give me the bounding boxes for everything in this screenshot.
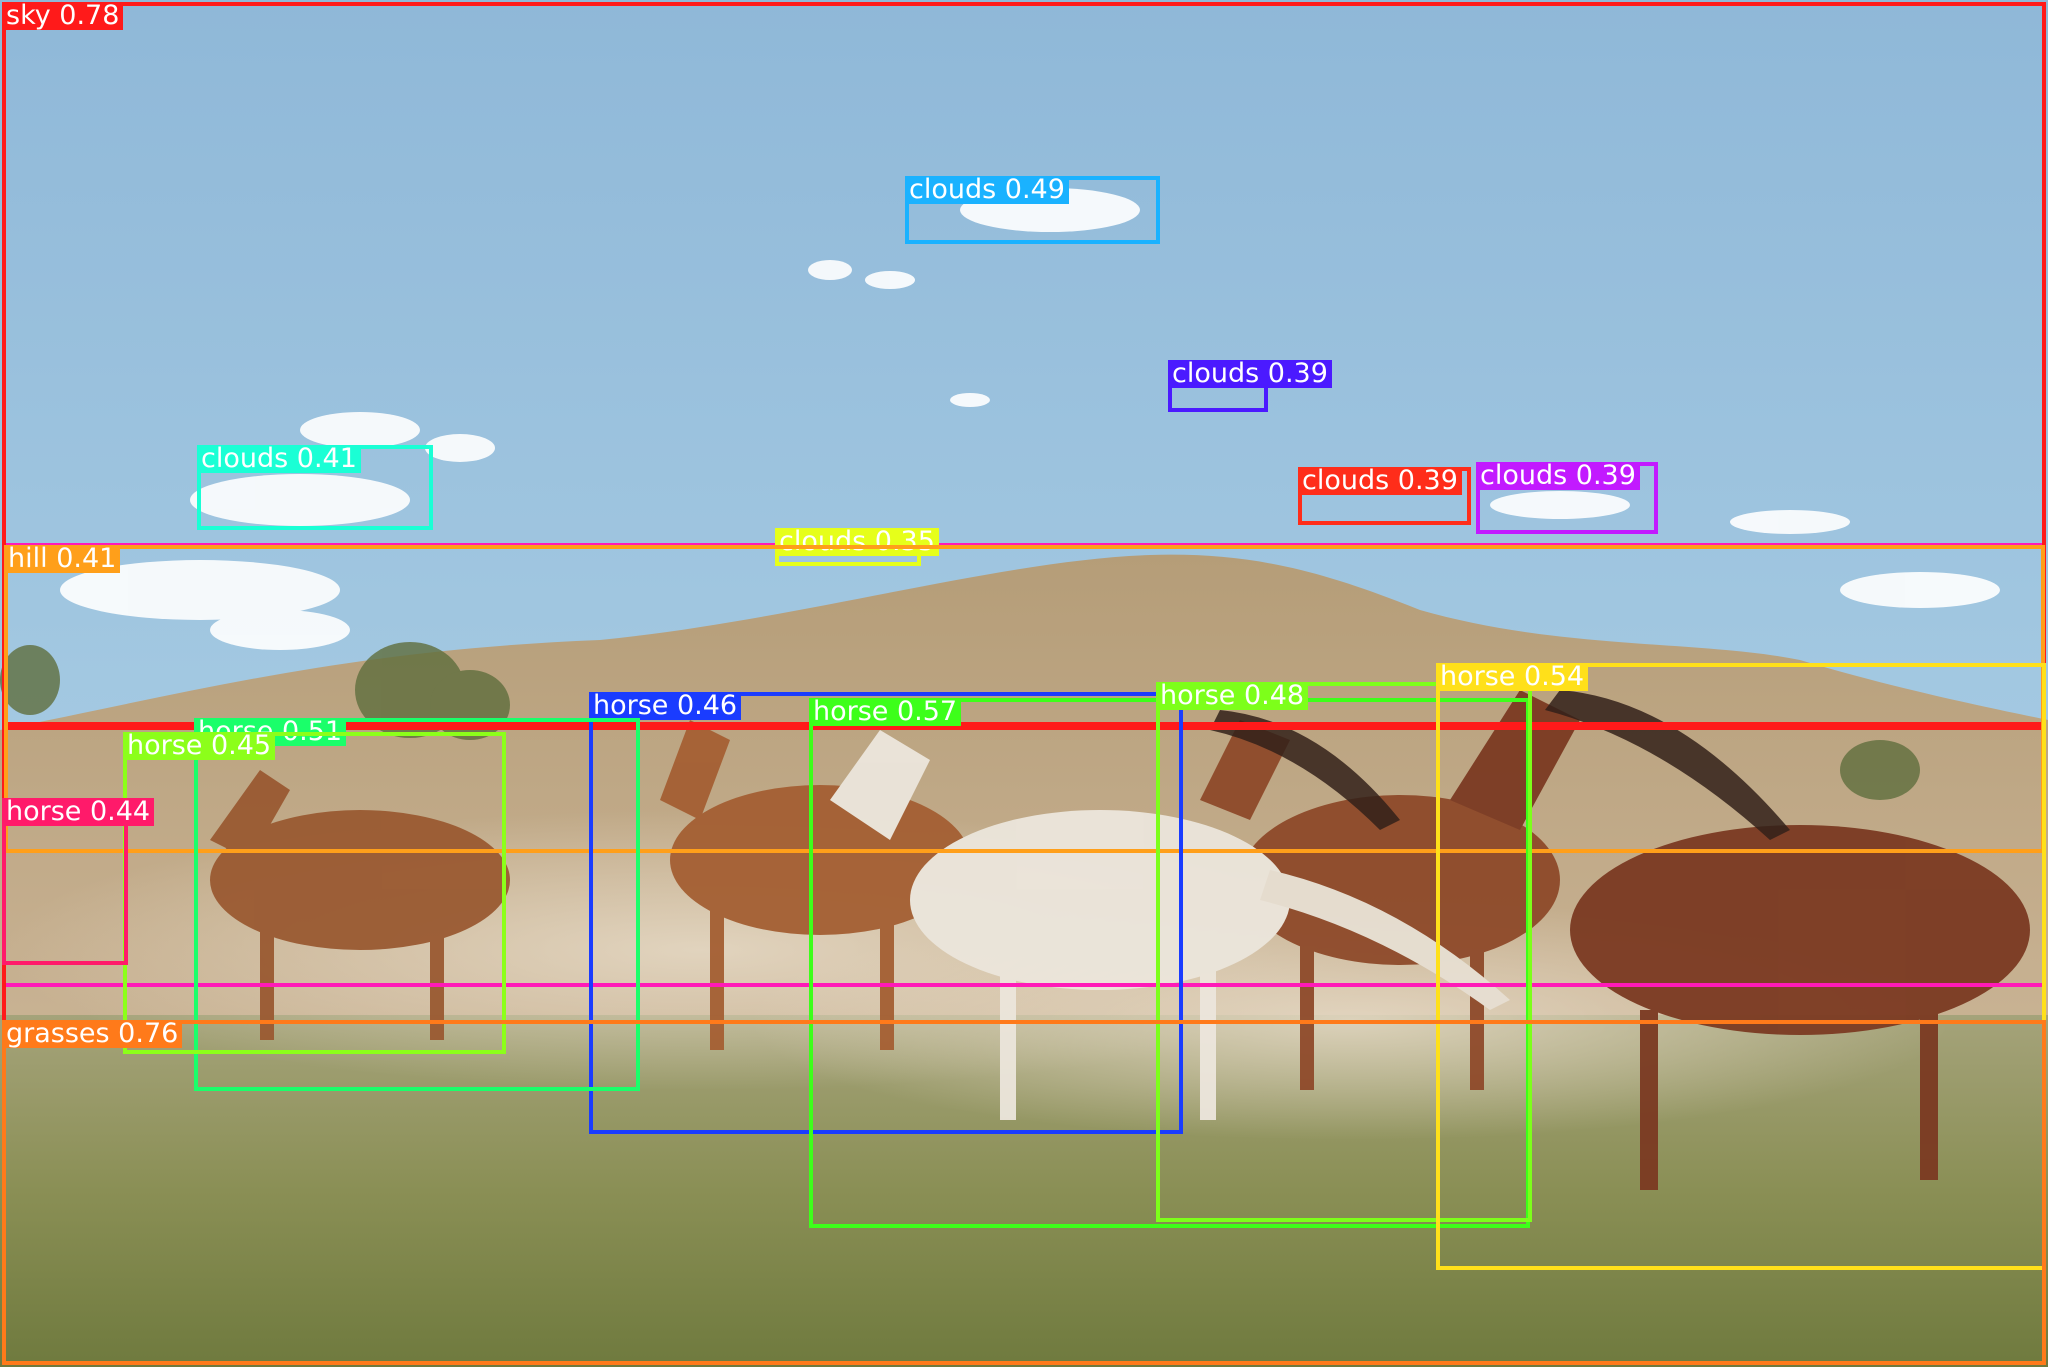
detection-label: clouds 0.39	[1168, 360, 1332, 388]
detection-box-horse: horse 0.48	[1156, 682, 1532, 1222]
detection-box-clouds: clouds 0.39	[1298, 467, 1471, 525]
detection-box-clouds: clouds 0.39	[1476, 462, 1658, 534]
detection-box-clouds: clouds 0.39	[1168, 360, 1332, 412]
detection-label: clouds 0.39	[1298, 467, 1462, 495]
detection-label: horse 0.48	[1156, 682, 1309, 710]
detection-box-horse: horse 0.54	[1436, 663, 2046, 1270]
detection-label: hill 0.41	[4, 545, 121, 573]
detection-box-horse: horse 0.44	[2, 798, 155, 965]
detection-box-clouds: clouds 0.49	[905, 176, 1160, 244]
detection-box-clouds: clouds 0.41	[197, 445, 433, 530]
detection-box-horse: horse 0.46	[589, 692, 1183, 1134]
detection-label: horse 0.44	[2, 798, 155, 826]
detection-box-grasses: grasses 0.76	[2, 1020, 2046, 1365]
detection-label: horse 0.45	[123, 732, 276, 760]
detection-label: horse 0.54	[1436, 663, 1589, 691]
detection-box-horse: horse 0.45	[123, 732, 506, 1054]
detection-label: clouds 0.39	[1476, 462, 1640, 490]
detection-label: sky 0.78	[2, 2, 124, 30]
detection-label: grasses 0.76	[2, 1020, 183, 1048]
detection-label: horse 0.46	[589, 692, 742, 720]
detection-box-clouds: clouds 0.35	[775, 528, 939, 566]
detection-label: horse 0.57	[809, 698, 962, 726]
detection-label: clouds 0.49	[905, 176, 1069, 204]
detection-label: clouds 0.41	[197, 445, 361, 473]
detection-label: clouds 0.35	[775, 528, 939, 556]
